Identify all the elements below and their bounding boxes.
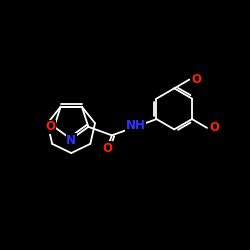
Text: O: O	[46, 120, 56, 133]
Text: O: O	[209, 121, 219, 134]
Text: O: O	[102, 142, 112, 155]
Text: N: N	[66, 134, 76, 147]
Text: O: O	[191, 73, 201, 86]
Text: NH: NH	[126, 119, 145, 132]
